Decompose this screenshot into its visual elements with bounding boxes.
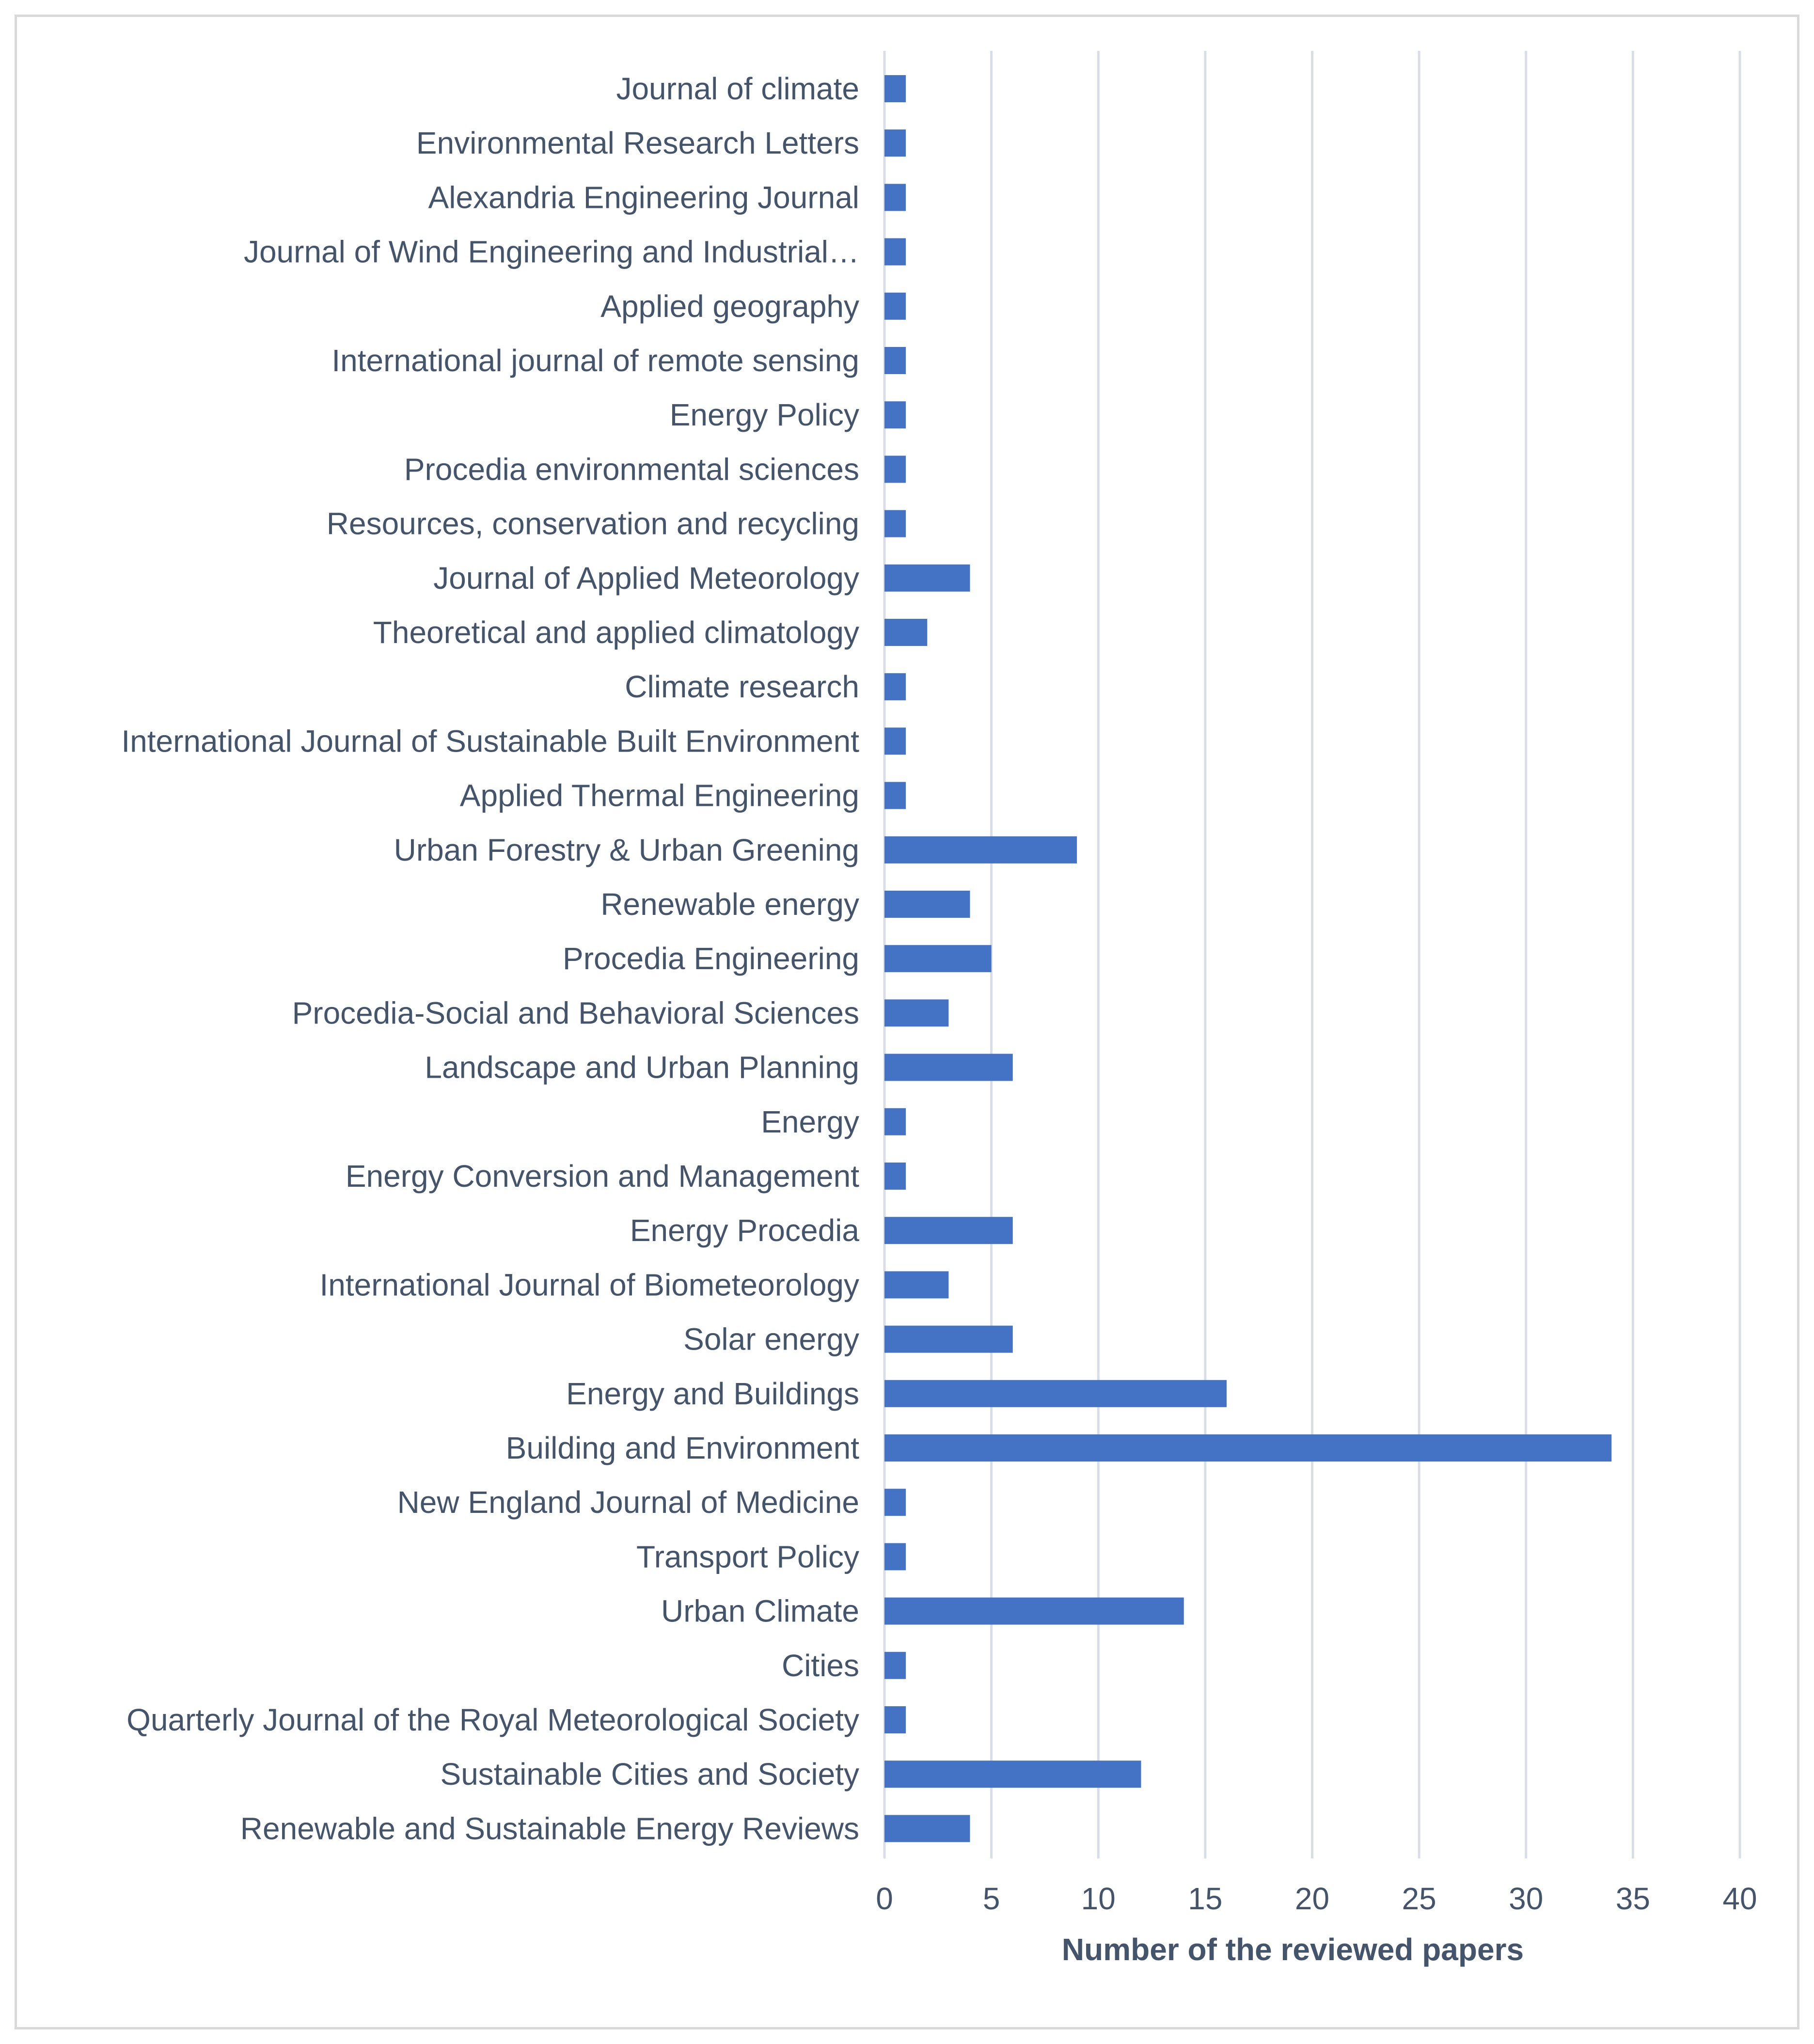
category-label: Journal of Applied Meteorology [433,561,859,596]
category-label: Climate research [625,669,859,704]
x-tick-label: 25 [1402,1881,1436,1916]
category-label: Quarterly Journal of the Royal Meteorolo… [126,1702,859,1737]
category-label: Landscape and Urban Planning [425,1050,859,1085]
x-tick-label: 10 [1081,1881,1116,1916]
bar [884,347,906,374]
bar [884,1815,970,1842]
category-label: International journal of remote sensing [331,343,859,378]
bar [884,1761,1141,1788]
category-label: Building and Environment [506,1431,860,1465]
bar [884,891,970,918]
category-label: Renewable and Sustainable Energy Reviews [240,1811,859,1846]
bar [884,782,906,809]
chart-frame: Journal of climate Environmental Research… [15,15,1799,2029]
bar [884,1597,1184,1625]
category-label: Energy Procedia [630,1213,860,1248]
bar [884,292,906,320]
category-label: Urban Forestry & Urban Greening [394,833,859,867]
category-label: Procedia Engineering [563,941,859,976]
category-label: Energy [761,1104,859,1139]
x-tick-label: 20 [1295,1881,1329,1916]
bar [884,75,906,102]
x-tick-label: 30 [1509,1881,1543,1916]
bar [884,619,928,646]
category-label: Energy and Buildings [566,1376,859,1411]
x-axis-title: Number of the reviewed papers [1062,1932,1524,1967]
bar [884,1325,1013,1353]
bar [884,1053,1013,1081]
bar [884,673,906,701]
bar [884,184,906,211]
x-tick-label: 15 [1188,1881,1222,1916]
bar [884,999,949,1027]
bar [884,1706,906,1733]
bar [884,1108,906,1135]
category-label: Journal of climate [616,71,859,106]
category-label: International Journal of Sustainable Bui… [121,723,859,758]
category-label: Theoretical and applied climatology [373,615,859,650]
bar [884,1434,1612,1462]
category-label: Applied Thermal Engineering [460,778,859,813]
category-label: Cities [782,1648,859,1683]
bar [884,1651,906,1679]
bar [884,564,970,592]
gridlines [883,51,1741,1858]
x-tick-label: 40 [1722,1881,1757,1916]
bar [884,1271,949,1299]
bar [884,238,906,266]
category-label: Journal of Wind Engineering and Industri… [244,235,859,269]
category-label: Energy Conversion and Management [346,1159,859,1194]
bar [884,727,906,755]
bar [884,1217,1013,1244]
bar-chart: Journal of climate Environmental Research… [121,51,1757,1967]
bar [884,510,906,537]
bar [884,401,906,429]
category-label: Alexandria Engineering Journal [428,180,859,215]
category-label: Transport Policy [636,1539,859,1574]
category-label: Sustainable Cities and Society [441,1757,860,1792]
bar [884,1380,1227,1407]
bar [884,1489,906,1516]
category-label: Renewable energy [600,887,859,922]
category-label: Procedia-Social and Behavioral Sciences [292,995,859,1030]
bars [884,75,1612,1842]
category-label: Energy Policy [670,397,859,432]
x-tick-label: 35 [1616,1881,1650,1916]
bar [884,945,992,973]
category-label: Resources, conservation and recycling [327,506,859,541]
bar [884,456,906,483]
category-label: Applied geography [600,289,859,324]
bar [884,1163,906,1190]
category-label: Urban Climate [661,1594,859,1629]
category-label: Environmental Research Letters [416,126,859,160]
x-tick-labels: 0 5 10 15 20 25 30 35 40 [876,1881,1757,1916]
category-label: Procedia environmental sciences [404,452,859,487]
category-label: New England Journal of Medicine [397,1485,859,1520]
bar [884,836,1077,864]
bar [884,129,906,157]
bar [884,1543,906,1571]
category-labels: Journal of climate Environmental Research… [121,71,859,1846]
x-tick-label: 5 [983,1881,1000,1916]
category-label: International Journal of Biometeorology [319,1267,859,1302]
category-label: Solar energy [683,1322,859,1357]
x-tick-label: 0 [876,1881,893,1916]
